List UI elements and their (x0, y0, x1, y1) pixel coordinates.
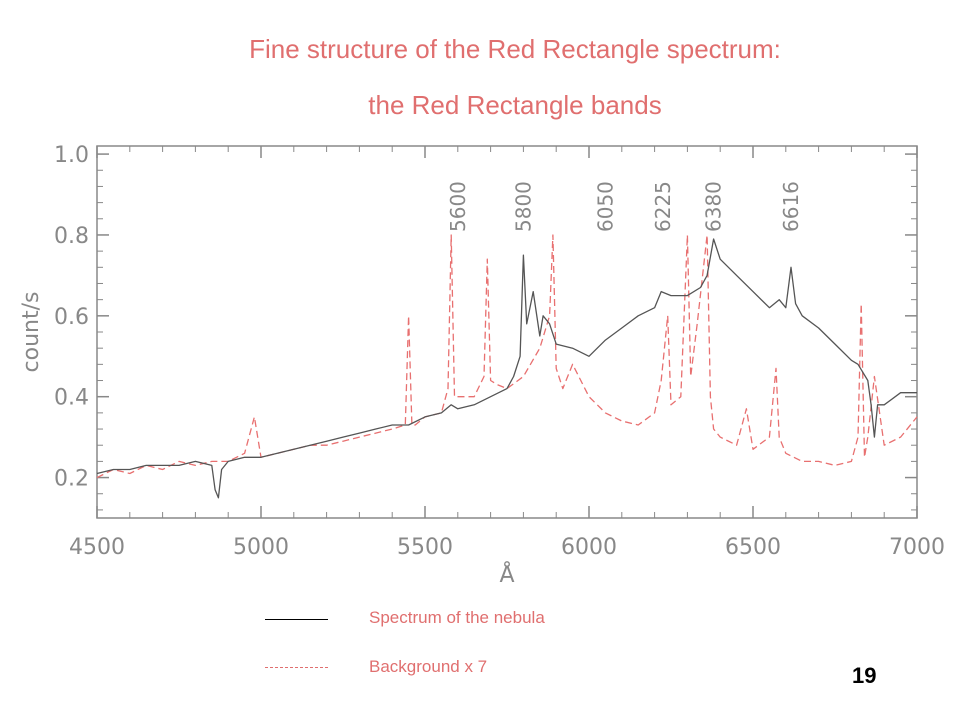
legend-label-background: Background x 7 (369, 657, 488, 676)
x-tick-label: 5000 (233, 535, 289, 560)
series-lines (96, 234, 918, 499)
chart-title-line-1: Fine structure of the Red Rectangle spec… (249, 34, 781, 64)
y-axis-label: count/s (19, 292, 44, 373)
band-label-6380: 6380 (702, 181, 726, 232)
band-label-5600: 5600 (446, 181, 470, 232)
x-axis-label: Å (499, 561, 514, 588)
x-tick-label: 7000 (889, 535, 945, 560)
axes-frame: 4500 5000 5500 6000 6500 7000 0.2 0.4 0.6 0.8 1.0 (54, 143, 945, 560)
legend-label-nebula: Spectrum of the nebula (369, 608, 545, 627)
y-tick-label: 0.6 (54, 305, 89, 330)
legend-swatch-nebula (265, 619, 328, 620)
x-tick-label: 5500 (397, 535, 453, 560)
x-tick-label: 6000 (561, 535, 617, 560)
band-label-6616: 6616 (779, 181, 803, 232)
chart-title-line-2: the Red Rectangle bands (368, 90, 662, 120)
y-tick-label: 0.4 (54, 386, 89, 411)
y-tick-label: 1.0 (54, 143, 89, 168)
series-line-nebula (96, 238, 917, 499)
y-tick-label: 0.8 (54, 224, 89, 249)
band-label-6225: 6225 (651, 181, 675, 232)
x-tick-label: 4500 (69, 535, 125, 560)
band-annotations: 5600 5800 6050 6225 6380 6616 (446, 181, 803, 232)
x-tick-label: 6500 (725, 535, 781, 560)
series-line-background (96, 234, 918, 479)
page-number: 19 (852, 663, 877, 688)
legend-swatch-background (265, 667, 328, 668)
band-label-5800: 5800 (511, 181, 535, 232)
y-tick-label: 0.2 (54, 467, 89, 492)
band-label-6050: 6050 (593, 181, 617, 232)
